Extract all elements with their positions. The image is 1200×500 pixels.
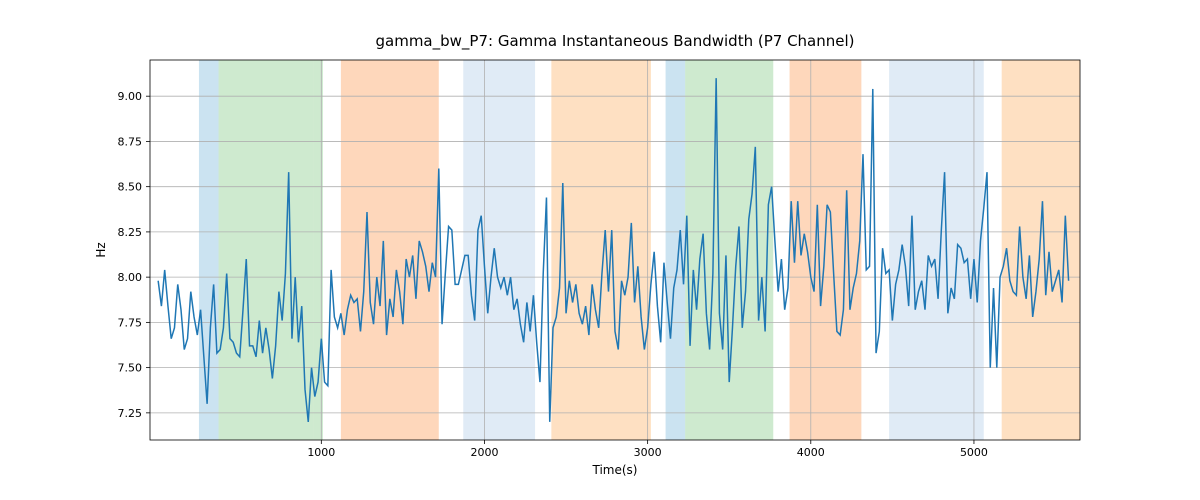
x-tick-label: 1000 <box>307 446 335 459</box>
chart-title: gamma_bw_P7: Gamma Instantaneous Bandwid… <box>376 32 855 51</box>
y-tick-label: 8.00 <box>118 271 143 284</box>
x-axis-label: Time(s) <box>592 463 638 477</box>
y-tick-label: 8.25 <box>118 226 143 239</box>
y-tick-label: 7.25 <box>118 407 143 420</box>
chart-container: 1000 2000 3000 4000 5000 7.25 7.50 7.75 8.00 8.25… <box>0 0 1200 500</box>
y-tick-label: 7.50 <box>118 362 143 375</box>
background-bands <box>199 60 1080 440</box>
x-tick-label: 5000 <box>960 446 988 459</box>
x-ticks: 1000 2000 3000 4000 5000 <box>307 440 988 459</box>
x-tick-label: 3000 <box>634 446 662 459</box>
chart-svg: 1000 2000 3000 4000 5000 7.25 7.50 7.75 8.00 8.25… <box>0 0 1200 500</box>
y-tick-label: 9.00 <box>118 90 143 103</box>
y-axis-label: Hz <box>94 242 108 257</box>
x-tick-label: 2000 <box>470 446 498 459</box>
y-tick-label: 7.75 <box>118 316 143 329</box>
y-tick-label: 8.50 <box>118 181 143 194</box>
y-tick-label: 8.75 <box>118 135 143 148</box>
y-ticks: 7.25 7.50 7.75 8.00 8.25 8.50 8.75 9.00 <box>118 90 151 420</box>
x-tick-label: 4000 <box>797 446 825 459</box>
